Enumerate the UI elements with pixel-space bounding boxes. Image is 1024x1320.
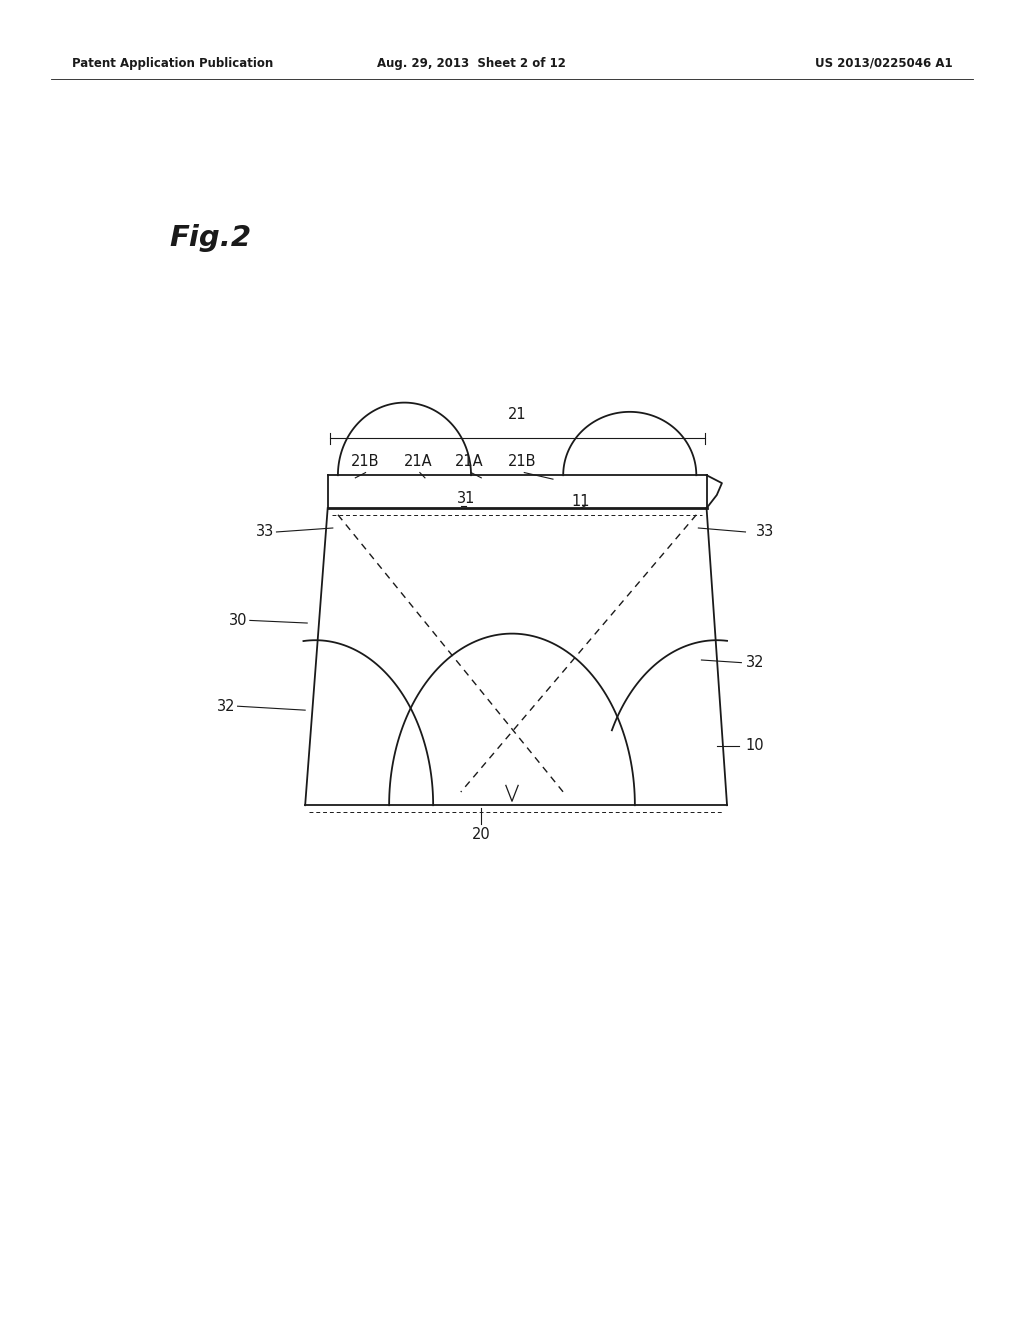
Text: 31: 31 [457,491,475,507]
Text: 10: 10 [745,738,764,754]
Text: 21A: 21A [403,454,432,470]
Text: 21B: 21B [508,454,537,470]
Text: 20: 20 [472,826,490,842]
Text: Aug. 29, 2013  Sheet 2 of 12: Aug. 29, 2013 Sheet 2 of 12 [377,57,565,70]
Text: 33: 33 [756,524,774,540]
Text: 21: 21 [508,407,526,422]
Text: US 2013/0225046 A1: US 2013/0225046 A1 [815,57,952,70]
Text: Patent Application Publication: Patent Application Publication [72,57,273,70]
Text: 33: 33 [256,524,274,540]
Text: Fig.2: Fig.2 [169,223,251,252]
Text: 30: 30 [229,612,248,628]
Text: 32: 32 [745,655,764,671]
Text: 32: 32 [217,698,236,714]
Text: 11: 11 [571,494,590,510]
Text: 21B: 21B [351,454,380,470]
Text: 21A: 21A [455,454,483,470]
